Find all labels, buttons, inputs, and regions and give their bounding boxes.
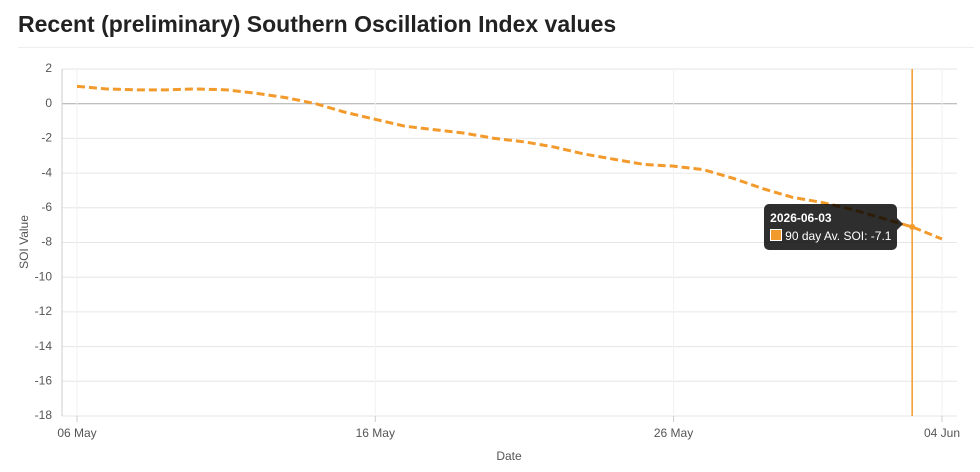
y-tick-label: 0 xyxy=(45,96,52,110)
y-tick-label: -12 xyxy=(35,304,53,318)
chart-title: Recent (preliminary) Southern Oscillatio… xyxy=(18,11,617,37)
y-tick-label: -18 xyxy=(35,408,53,422)
x-tick-label: 04 Jun xyxy=(924,426,960,440)
y-axis-label: SOI Value xyxy=(17,215,31,269)
x-tick-label: 06 May xyxy=(57,426,96,440)
y-tick-label: -8 xyxy=(41,235,52,249)
y-tick-label: -16 xyxy=(35,373,53,387)
hover-point xyxy=(909,223,916,230)
data-line xyxy=(76,84,943,241)
x-tick-label: 16 May xyxy=(356,426,395,440)
y-tick-label: 2 xyxy=(45,61,52,75)
divider xyxy=(18,47,974,48)
tooltip: 2026-06-03 90 day Av. SOI: -7.1 xyxy=(764,203,904,250)
y-tick-label: -4 xyxy=(41,165,52,179)
tooltip-text: 90 day Av. SOI: -7.1 xyxy=(785,228,892,243)
y-tick-label: -2 xyxy=(41,131,52,145)
y-tick-label: -6 xyxy=(41,200,52,214)
x-axis-label: Date xyxy=(496,449,522,463)
tooltip-swatch xyxy=(770,228,783,241)
y-tick-label: -10 xyxy=(35,269,53,283)
tooltip-title: 2026-06-03 xyxy=(770,210,832,225)
x-tick-label: 26 May xyxy=(654,426,693,440)
y-tick-label: -14 xyxy=(35,339,53,353)
